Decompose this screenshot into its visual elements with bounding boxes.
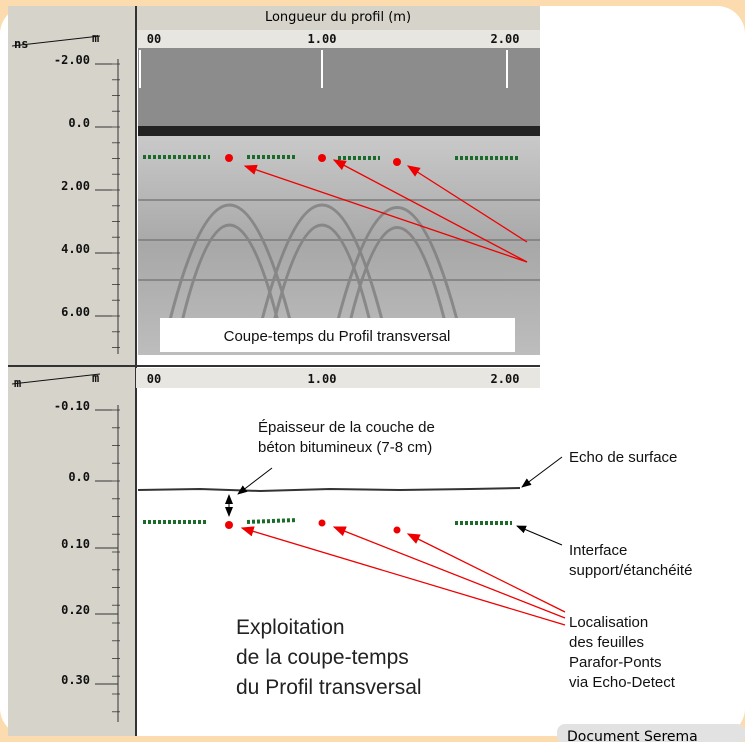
caption: Coupe-temps du Profil transversal [224,328,451,345]
y-tick-label: 6.00 [61,305,90,319]
x-tick-label: 1.00 [308,32,337,46]
sheet-dot [319,520,326,527]
y-tick-label: 0.10 [61,537,90,551]
x-tick-label: 1.00 [308,372,337,386]
credit: Document Serema [567,729,698,742]
exploitation-line: Exploitation [236,616,345,639]
y-tick-label: 0.0 [68,470,90,484]
top-x-unit: m [92,31,99,45]
thickness-label: béton bitumineux (7-8 cm) [258,439,432,456]
y-tick-label: 2.00 [61,179,90,193]
screenshot: Longueur du profil (m) ns m m m -2.000.0… [0,0,745,742]
top-x-axis [136,30,540,48]
x-tick-label: 2.00 [491,32,520,46]
localisation-line: via Echo-Detect [569,674,676,691]
interface-label: support/étanchéité [569,562,692,579]
x-tick-label: 2.00 [491,372,520,386]
sheet-dot [225,521,233,529]
exploitation-line: du Profil transversal [236,676,422,699]
sheet-dot [225,154,233,162]
exploitation-line: de la coupe-temps [236,646,409,669]
x-tick-label: 00 [147,32,161,46]
y-tick-label: -2.00 [54,53,90,67]
x-tick-label: 00 [147,372,161,386]
page: {"header": {"title": "Longueur du profil… [0,0,745,742]
thickness-label: Épaisseur de la couche de [258,419,435,436]
bottom-x-unit: m [92,371,99,385]
y-tick-label: 0.0 [68,116,90,130]
y-tick-label: 0.30 [61,673,90,687]
bottom-x-axis [136,368,540,388]
surface-echo-label: Echo de surface [569,449,677,466]
y-tick-label: 4.00 [61,242,90,256]
interface-label: Interface [569,542,627,559]
y-tick-label: 0.20 [61,603,90,617]
sheet-dot [394,527,401,534]
surface-band [138,126,540,136]
header-title: Longueur du profil (m) [265,10,411,25]
radar-air [138,48,540,130]
localisation-line: Parafor-Ponts [569,654,662,671]
sheet-dot [393,158,401,166]
y-tick-label: -0.10 [54,399,90,413]
localisation-line: des feuilles [569,634,644,651]
localisation-line: Localisation [569,614,648,631]
sheet-dot [318,154,326,162]
